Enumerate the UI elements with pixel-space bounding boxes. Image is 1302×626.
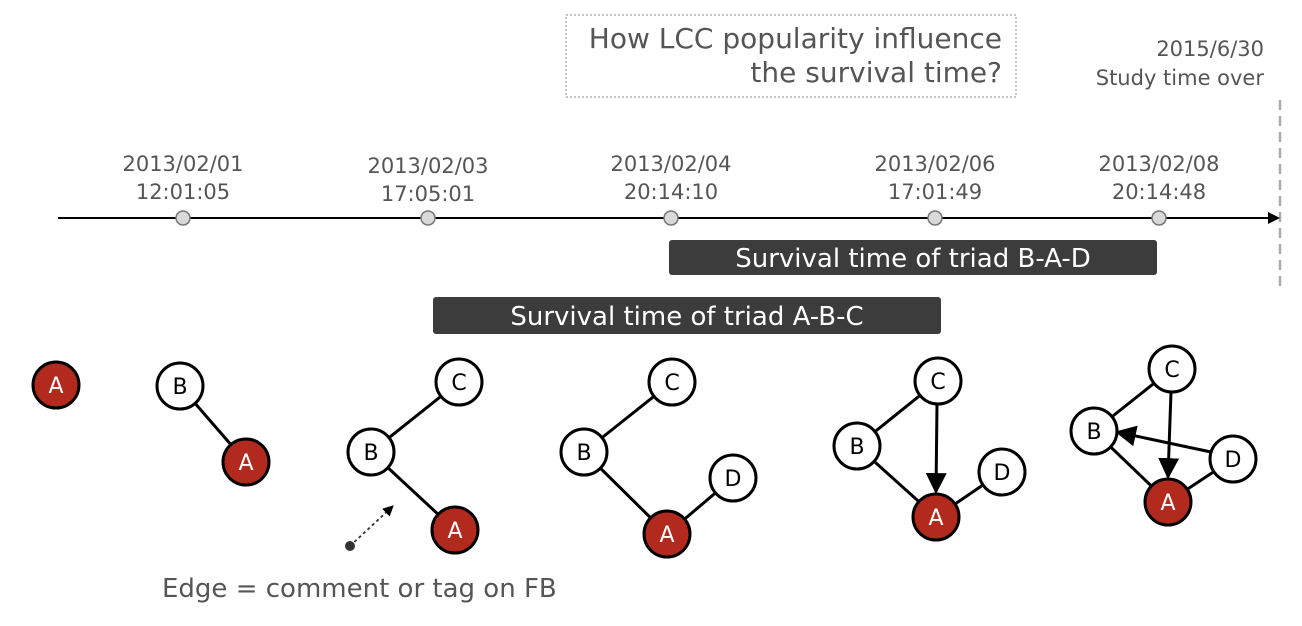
node-c	[913, 356, 963, 406]
node-b-label: B	[849, 435, 864, 460]
node-d	[1208, 434, 1258, 484]
node-d	[977, 447, 1027, 497]
node-b-label: B	[172, 375, 187, 400]
legend-dotted-arrow	[349, 505, 394, 547]
question-line-2: the survival time?	[750, 56, 1002, 89]
node-c	[647, 357, 697, 407]
node-d-label: D	[994, 461, 1011, 486]
timeline-dot	[663, 210, 679, 226]
node-a-label: A	[659, 523, 674, 548]
timeline-dot	[420, 210, 436, 226]
network-stage-4: C B D A	[559, 357, 758, 559]
node-a-label: A	[238, 451, 253, 476]
node-a-label: A	[447, 519, 462, 544]
study-end-date: 2015/6/30	[1156, 37, 1264, 61]
survival-bar-bad-label: Survival time of triad B-A-D	[735, 244, 1091, 274]
event-date: 2013/02/06	[874, 152, 995, 176]
timeline-arrowhead	[1268, 212, 1280, 224]
node-b	[346, 427, 396, 477]
node-a	[642, 509, 692, 559]
event-date: 2013/02/08	[1098, 152, 1219, 176]
node-a	[911, 492, 961, 542]
survival-bar-abc-label: Survival time of triad A-B-C	[510, 302, 863, 332]
question-line-1: How LCC popularity influence	[589, 22, 1002, 55]
timeline-dot	[1151, 210, 1167, 226]
directed-edge	[925, 403, 947, 495]
node-b	[155, 361, 205, 411]
node-a	[221, 437, 271, 487]
network-stage-3: C B A	[346, 357, 484, 555]
study-end-marker: 2015/6/30 Study time over	[1096, 37, 1282, 292]
event-time: 17:01:49	[888, 180, 982, 204]
node-a	[1143, 477, 1193, 527]
edge-legend-label: Edge = comment or tag on FB	[162, 574, 557, 604]
node-a-label: A	[48, 374, 63, 399]
study-end-label: Study time over	[1096, 66, 1265, 90]
event-date: 2013/02/03	[367, 154, 488, 178]
edge-legend: Edge = comment or tag on FB	[162, 505, 557, 604]
event-time: 20:14:48	[1112, 180, 1206, 204]
timeline-event: 2013/02/03 17:05:01	[367, 154, 489, 226]
network-stage-2: B A	[155, 361, 271, 487]
node-c-label: C	[451, 371, 466, 396]
node-c	[434, 357, 484, 407]
node-a-label: A	[1160, 491, 1175, 516]
node-c	[1147, 344, 1197, 394]
node-a-label: A	[928, 506, 943, 531]
survival-bar-bad: Survival time of triad B-A-D	[669, 240, 1157, 275]
survival-bar-abc: Survival time of triad A-B-C	[433, 297, 941, 334]
node-b	[559, 427, 609, 477]
node-d-label: D	[725, 467, 742, 492]
node-a	[31, 360, 81, 410]
directed-edge	[1114, 425, 1212, 454]
node-d	[708, 453, 758, 503]
event-time: 17:05:01	[381, 182, 475, 206]
event-time: 20:14:10	[624, 180, 718, 204]
timeline-event: 2013/02/01 12:01:05	[122, 152, 244, 226]
question-box: How LCC popularity influence the surviva…	[565, 14, 1017, 98]
node-b	[1069, 406, 1119, 456]
timeline-dot	[175, 210, 191, 226]
event-time: 12:01:05	[136, 180, 230, 204]
node-b-label: B	[363, 441, 378, 466]
node-c-label: C	[930, 370, 945, 395]
timeline-event: 2013/02/08 20:14:48	[1098, 152, 1220, 226]
event-date: 2013/02/01	[122, 152, 243, 176]
node-c-label: C	[664, 371, 679, 396]
network-stage-6: C B D A	[1069, 344, 1258, 527]
network-stage-5: C B D A	[832, 356, 1027, 542]
node-b-label: B	[576, 441, 591, 466]
node-b	[832, 421, 882, 471]
timeline-event: 2013/02/06 17:01:49	[874, 152, 996, 226]
node-d-label: D	[1225, 448, 1242, 473]
network-stage-1: A	[31, 360, 81, 410]
node-c-label: C	[1164, 358, 1179, 383]
event-date: 2013/02/04	[610, 152, 731, 176]
directed-edge	[1158, 391, 1180, 480]
timeline-event: 2013/02/04 20:14:10	[610, 152, 732, 226]
timeline-dot	[927, 210, 943, 226]
node-a	[430, 505, 480, 555]
node-b-label: B	[1086, 420, 1101, 445]
